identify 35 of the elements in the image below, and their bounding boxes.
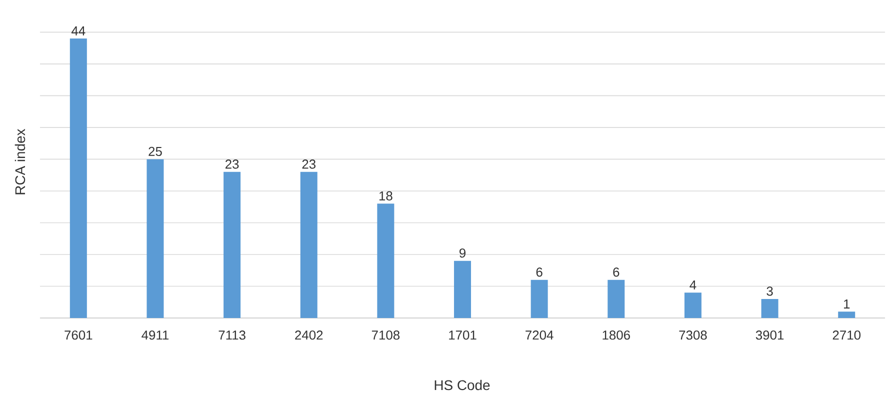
bar <box>146 159 164 318</box>
x-tick-label: 1806 <box>602 330 630 340</box>
data-label: 23 <box>226 160 239 169</box>
data-label: 4 <box>690 280 696 290</box>
data-label: 23 <box>302 160 316 169</box>
bar <box>377 204 394 318</box>
x-tick-label: 7204 <box>526 330 554 340</box>
x-tick-label: 3901 <box>756 330 784 340</box>
data-label: 9 <box>460 248 466 258</box>
data-label: 3 <box>766 286 773 296</box>
x-tick-label: 4911 <box>142 330 169 340</box>
data-label: 18 <box>379 191 392 200</box>
x-tick-label: 7308 <box>679 330 707 340</box>
x-tick-label: 7108 <box>372 330 400 340</box>
bar <box>300 172 318 318</box>
x-tick-label: 7113 <box>218 330 246 340</box>
data-label: 1 <box>844 300 850 308</box>
bar <box>224 172 241 318</box>
bar <box>761 298 778 318</box>
data-label: 6 <box>536 268 542 277</box>
data-label: 44 <box>72 26 86 36</box>
data-label: 6 <box>613 268 620 277</box>
data-label: 25 <box>148 146 162 156</box>
x-tick-label: 2402 <box>295 330 323 340</box>
y-axis-title: RCA index <box>14 128 26 194</box>
x-tick-label: 1701 <box>449 330 476 340</box>
x-tick-label: 2710 <box>832 330 860 340</box>
bar <box>70 38 87 318</box>
bar <box>454 260 472 318</box>
bar <box>684 292 702 318</box>
x-tick-label: 7601 <box>64 330 92 340</box>
bar <box>838 312 856 318</box>
bar <box>608 280 625 318</box>
x-axis-title: HS Code <box>434 380 490 390</box>
bar <box>530 280 548 318</box>
